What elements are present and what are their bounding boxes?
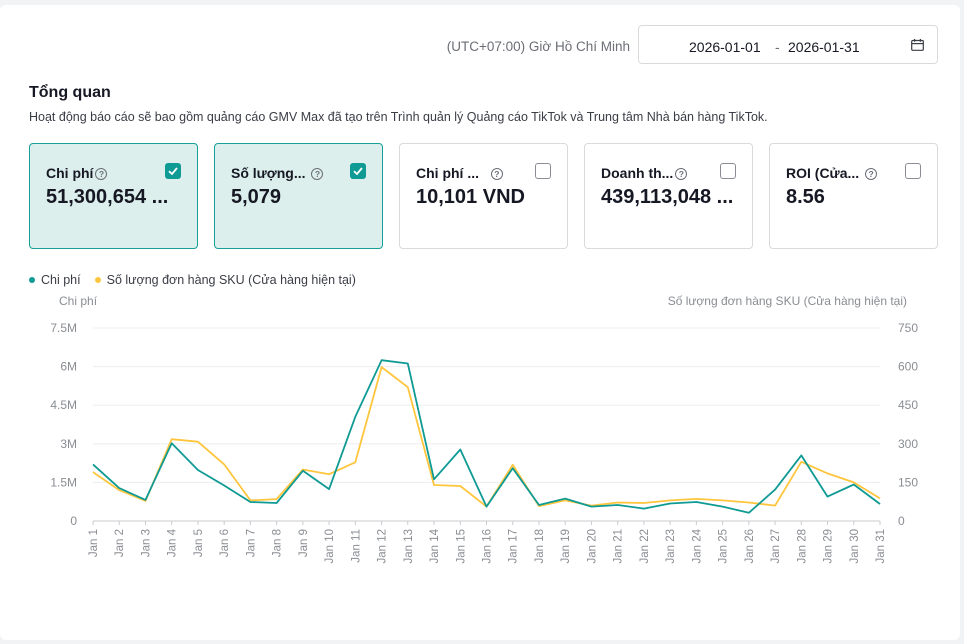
legend-label: Chi phí: [41, 273, 81, 287]
y-right-tick-label: 750: [898, 321, 918, 335]
metric-card-label: Doanh th...: [601, 165, 674, 181]
x-tick-label: Jan 31: [875, 529, 887, 564]
metric-card-label: Chi phí ...: [416, 165, 479, 181]
metric-checkbox[interactable]: [905, 163, 921, 179]
y-right-tick-label: 300: [898, 437, 918, 451]
timezone-label: (UTC+07:00) Giờ Hồ Chí Minh: [446, 39, 630, 54]
x-tick-label: Jan 25: [718, 529, 730, 564]
y-left-tick-label: 1.5M: [50, 475, 77, 489]
x-tick-label: Jan 22: [639, 529, 651, 564]
x-tick-label: Jan 29: [823, 529, 835, 564]
x-tick-label: Jan 9: [298, 529, 310, 557]
metric-card-label: Chi phí: [46, 165, 94, 181]
metric-card-value: 51,300,654 ...: [46, 186, 169, 208]
metric-checkbox[interactable]: [350, 163, 366, 179]
y-axis-left-title: Chi phí: [59, 294, 98, 308]
x-tick-label: Jan 8: [272, 529, 284, 557]
x-tick-label: Jan 15: [455, 529, 467, 564]
y-left-tick-label: 3M: [60, 437, 77, 451]
y-right-tick-label: 0: [898, 514, 905, 528]
check-icon: [353, 167, 363, 176]
x-tick-label: Jan 4: [167, 528, 179, 557]
metric-checkbox[interactable]: [535, 163, 551, 179]
metric-card-label: ROI (Cửa...: [786, 165, 860, 181]
y-left-tick-label: 6M: [60, 360, 77, 374]
chart-legend: Chi phí Số lượng đơn hàng SKU (Cửa hàng …: [29, 273, 370, 287]
y-left-tick-label: 0: [70, 514, 77, 528]
x-tick-label: Jan 16: [482, 529, 494, 564]
date-separator: -: [775, 39, 780, 55]
overview-panel: [0, 5, 960, 640]
legend-item-cost[interactable]: Chi phí: [29, 273, 81, 287]
x-tick-label: Jan 28: [796, 529, 808, 564]
x-tick-label: Jan 11: [350, 529, 362, 563]
y-left-tick-label: 4.5M: [50, 398, 77, 412]
metric-card-revenue[interactable]: Doanh th...? 439,113,048 ...: [584, 143, 753, 249]
x-tick-label: Jan 21: [613, 529, 625, 564]
x-tick-label: Jan 26: [744, 529, 756, 564]
help-icon[interactable]: ?: [490, 168, 503, 180]
y-axis-right-title: Số lượng đơn hàng SKU (Cửa hàng hiện tại…: [667, 294, 907, 308]
legend-dot: [29, 277, 35, 283]
x-tick-label: Jan 19: [560, 529, 572, 564]
x-tick-label: Jan 17: [508, 529, 520, 564]
x-tick-label: Jan 10: [324, 529, 336, 564]
legend-label: Số lượng đơn hàng SKU (Cửa hàng hiện tại…: [106, 273, 356, 287]
y-right-tick-label: 450: [898, 398, 918, 412]
series-line-cost: [92, 359, 881, 514]
x-tick-label: Jan 12: [377, 529, 389, 564]
check-icon: [168, 167, 178, 176]
x-tick-label: Jan 23: [665, 529, 677, 564]
x-tick-label: Jan 5: [193, 529, 205, 557]
help-icon[interactable]: ?: [311, 168, 324, 180]
x-tick-label: Jan 6: [219, 529, 231, 557]
series-line-orders: [92, 366, 881, 508]
x-tick-label: Jan 18: [534, 529, 546, 564]
x-tick-label: Jan 20: [586, 529, 598, 564]
x-tick-label: Jan 14: [429, 528, 441, 563]
x-tick-label: Jan 30: [849, 529, 861, 564]
metric-card-cost[interactable]: Chi phí? 51,300,654 ...: [29, 143, 198, 249]
date-start: 2026-01-01: [689, 39, 761, 55]
metric-card-value: 8.56: [786, 186, 825, 208]
date-end: 2026-01-31: [788, 39, 860, 55]
x-tick-label: Jan 7: [245, 529, 257, 557]
page-title: Tổng quan: [29, 84, 111, 101]
help-icon[interactable]: ?: [95, 168, 108, 180]
legend-item-orders[interactable]: Số lượng đơn hàng SKU (Cửa hàng hiện tại…: [94, 273, 356, 287]
metric-card-sku-orders[interactable]: Số lượng... ? 5,079: [214, 143, 383, 249]
x-tick-label: Jan 27: [770, 529, 782, 564]
metric-card-roi[interactable]: ROI (Cửa... ? 8.56: [769, 143, 938, 249]
metric-card-cost-per-order[interactable]: Chi phí ... ? 10,101 VND: [399, 143, 568, 249]
x-tick-label: Jan 1: [88, 529, 100, 557]
y-right-tick-label: 150: [898, 475, 918, 489]
date-range-picker[interactable]: 2026-01-01 - 2026-01-31: [638, 25, 938, 64]
calendar-icon: [911, 39, 924, 51]
help-icon[interactable]: ?: [675, 168, 688, 180]
y-right-tick-label: 600: [898, 360, 918, 374]
x-tick-label: Jan 3: [140, 529, 152, 557]
x-tick-label: Jan 13: [403, 529, 415, 564]
metric-card-value: 5,079: [231, 186, 282, 208]
help-icon[interactable]: ?: [865, 168, 878, 180]
metric-card-label: Số lượng...: [231, 165, 306, 181]
legend-dot: [94, 277, 101, 283]
metric-checkbox[interactable]: [720, 163, 736, 179]
x-tick-label: Jan 2: [114, 529, 126, 557]
metric-checkbox[interactable]: [165, 163, 181, 179]
page-subtitle: Hoạt động báo cáo sẽ bao gồm quảng cáo G…: [29, 110, 768, 124]
metric-card-value: 439,113,048 ...: [601, 186, 734, 208]
metric-card-value: 10,101 VND: [416, 186, 525, 208]
x-tick-label: Jan 24: [691, 528, 703, 563]
y-left-tick-label: 7.5M: [50, 321, 77, 335]
